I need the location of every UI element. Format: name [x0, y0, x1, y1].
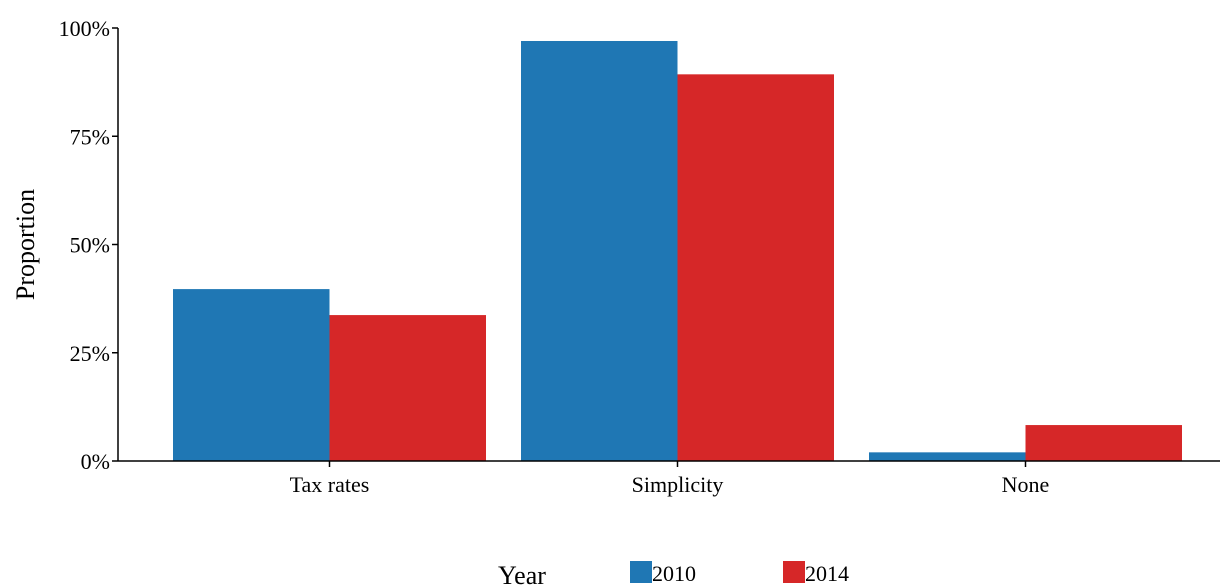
bars-layer — [173, 40, 1182, 462]
bar-none-2010 — [869, 452, 1026, 461]
y-tick-label: 0% — [81, 449, 110, 474]
bar-simplicity-2010 — [521, 40, 678, 462]
legend-label-2010: 2010 — [652, 561, 696, 586]
x-tick-label: None — [1002, 472, 1050, 497]
bar-tax-rates-2010 — [173, 289, 330, 461]
axes-layer: 0% 25% 50% 75% 100% Tax rates Simplicity None — [59, 16, 1220, 497]
y-tick-label: 50% — [70, 233, 110, 258]
legend-swatch-2014 — [783, 561, 805, 583]
x-tick-label: Simplicity — [632, 472, 724, 497]
x-tick-label: Tax rates — [290, 472, 370, 497]
y-tick-label: 75% — [70, 124, 110, 149]
x-ticks: Tax rates Simplicity None — [290, 461, 1050, 497]
legend-swatch-2010 — [630, 561, 652, 583]
y-ticks: 0% 25% 50% 75% 100% — [59, 16, 118, 474]
y-axis-title: Proportion — [11, 189, 40, 300]
y-tick-label: 100% — [59, 16, 110, 41]
legend-label-2014: 2014 — [805, 561, 849, 586]
bar-simplicity-2014 — [677, 74, 834, 462]
y-tick-label: 25% — [70, 341, 110, 366]
bar-none-2014 — [1025, 425, 1182, 461]
legend: Year 2010 2014 — [498, 561, 849, 586]
bar-tax-rates-2014 — [329, 315, 486, 461]
legend-title: Year — [498, 561, 546, 586]
